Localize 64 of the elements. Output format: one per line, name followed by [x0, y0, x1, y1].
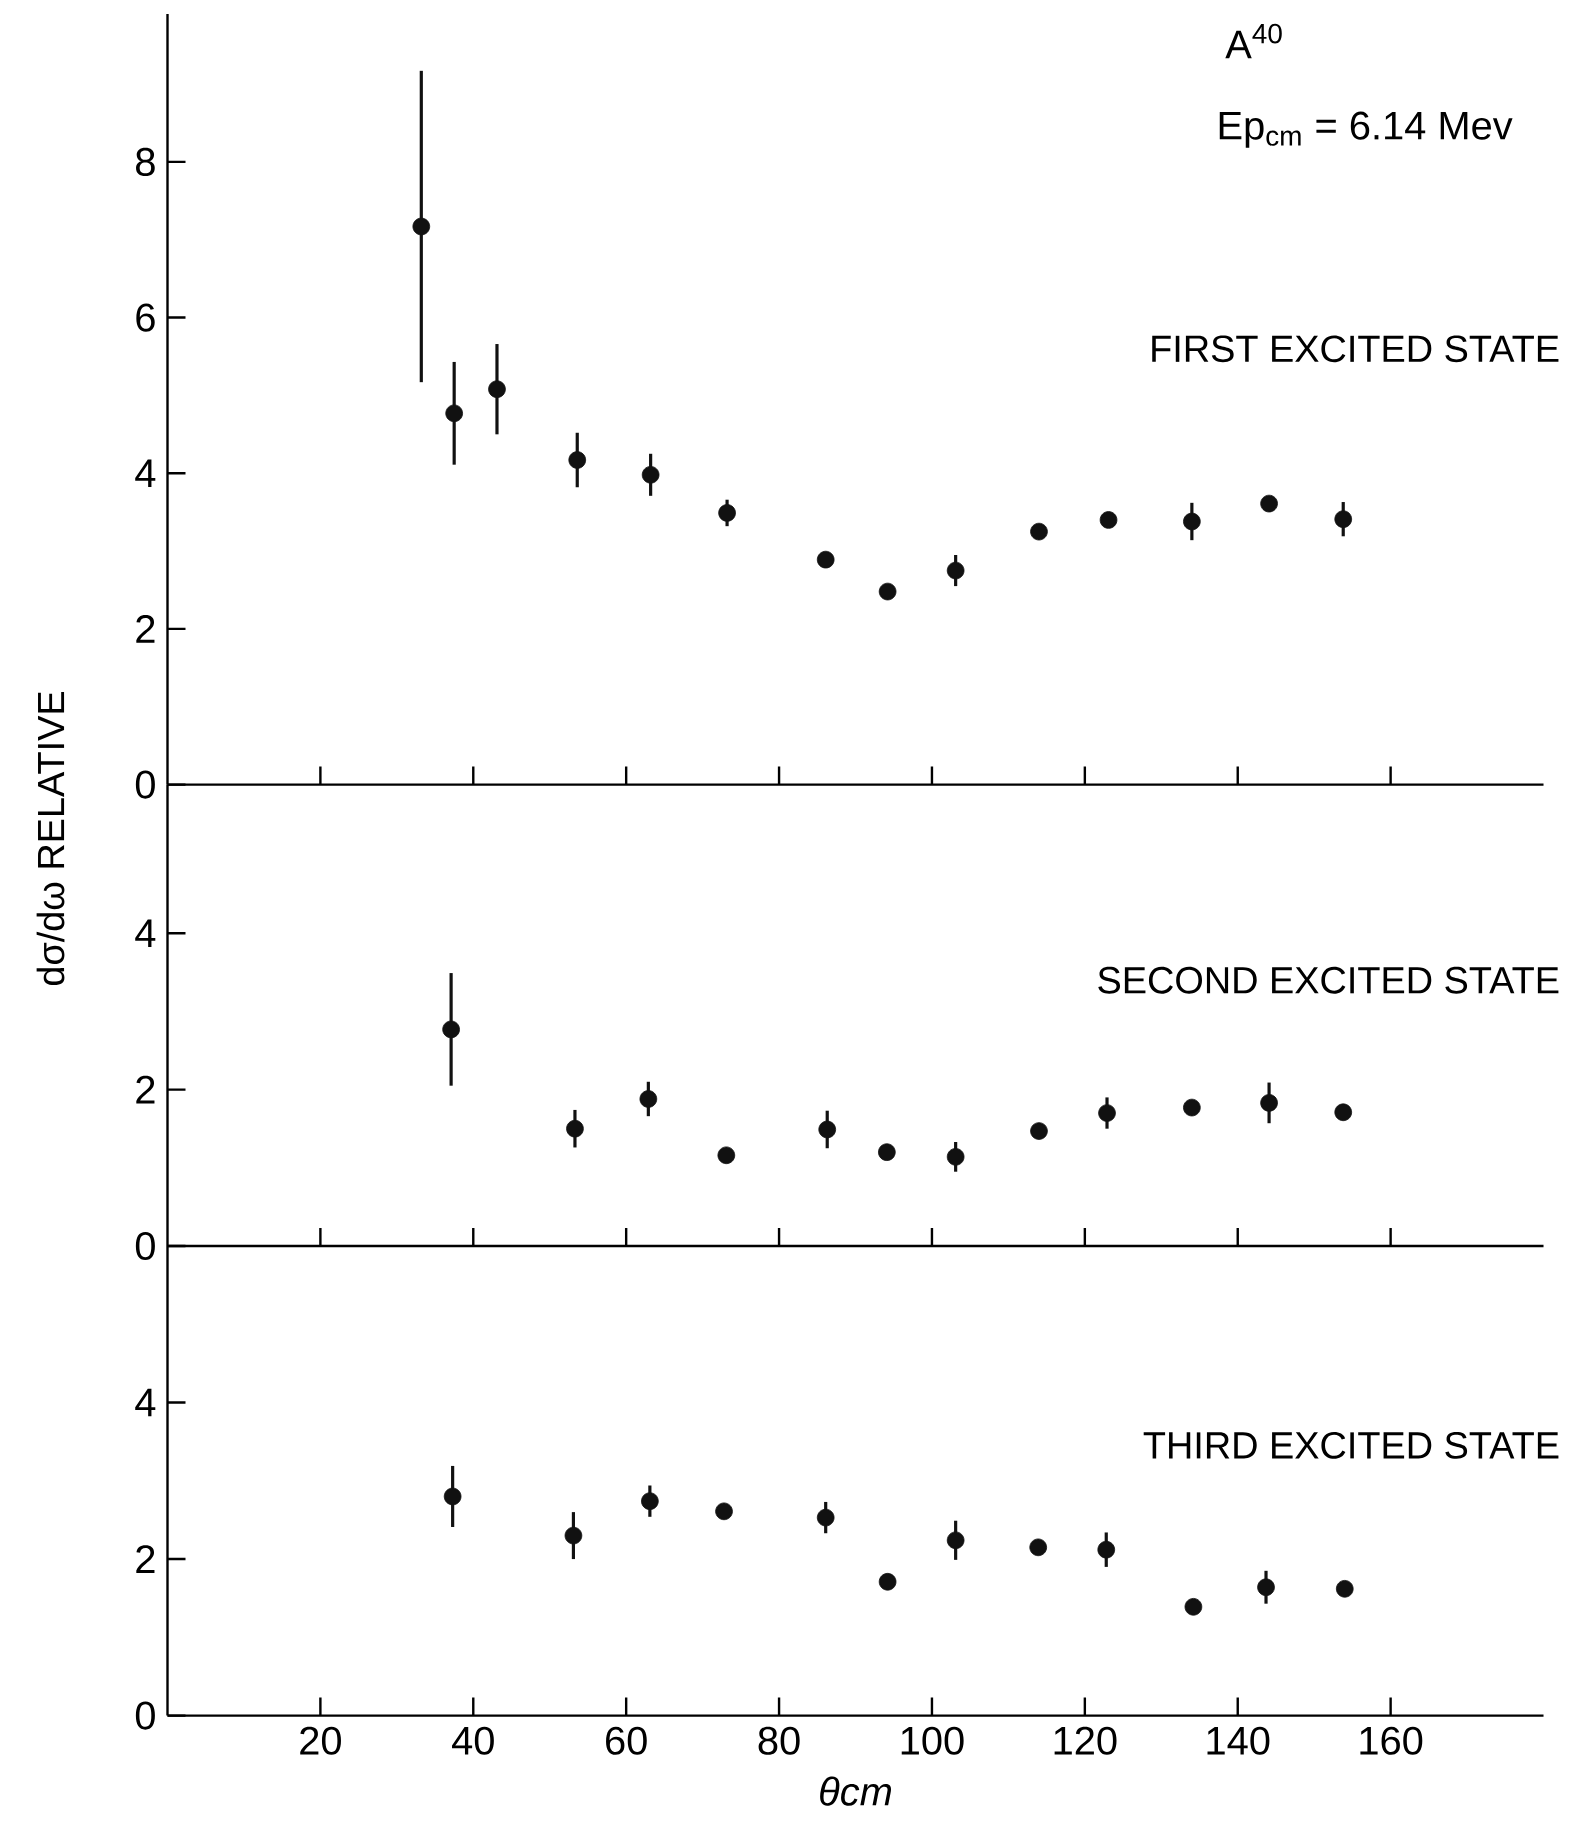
point [1335, 1580, 1354, 1598]
point [1334, 1103, 1353, 1122]
point [1098, 1104, 1116, 1122]
y-tick-label: 4 [135, 1388, 156, 1417]
y-tick-label: 2 [136, 1545, 155, 1573]
x-tick-label: 120 [1054, 1726, 1117, 1755]
point [816, 550, 835, 569]
y-tick-label: 2 [136, 615, 155, 643]
x-tick-label: 20 [300, 1726, 341, 1755]
point [818, 1120, 837, 1139]
y-axis-title: dσ/dω RELATIVE [36, 692, 65, 986]
y-tick-label: 6 [136, 303, 155, 332]
point [1260, 1094, 1278, 1112]
point [639, 1090, 658, 1108]
point [946, 1148, 965, 1166]
point [443, 1487, 462, 1506]
point [641, 466, 660, 484]
point [717, 1146, 736, 1165]
x-tick-label: 40 [452, 1726, 494, 1755]
point [1030, 522, 1048, 541]
point [1183, 1098, 1201, 1117]
point [1334, 510, 1353, 528]
annotation: A$^{40}$ [1225, 23, 1282, 59]
point [1097, 1540, 1116, 1559]
point [488, 380, 506, 398]
point [641, 1492, 659, 1510]
point [564, 1526, 583, 1545]
point [816, 1508, 835, 1527]
point [412, 217, 431, 236]
point [1184, 1598, 1203, 1616]
x-tick-label: 80 [758, 1726, 800, 1755]
point [718, 504, 736, 522]
x-tick-label: 60 [606, 1726, 647, 1755]
point [566, 1119, 584, 1138]
point [878, 582, 897, 601]
x-axis-title: θcm [820, 1776, 892, 1806]
x-tick-label: 160 [1360, 1726, 1423, 1755]
point [1183, 512, 1201, 531]
point [1260, 494, 1278, 513]
x-tick-label: 100 [901, 1726, 964, 1755]
text: FIRST EXCITED STATE [1152, 335, 1559, 363]
point [715, 1502, 733, 1521]
y-tick-label: 0 [135, 1231, 155, 1261]
text: THIRD EXCITED STATE [1143, 1431, 1559, 1459]
point [878, 1572, 897, 1591]
y-tick-label: 0 [135, 770, 155, 799]
annotation: Ep$_{cm}$ = 6.14 Mev [1219, 111, 1513, 148]
y-tick-label: 4 [135, 459, 156, 487]
y-tick-label: 8 [136, 147, 155, 176]
point [568, 451, 587, 469]
y-tick-label: 2 [136, 1075, 155, 1104]
y-tick-label: 4 [135, 919, 156, 947]
point [946, 1531, 965, 1550]
x-tick-label: 140 [1207, 1726, 1270, 1755]
point [1029, 1538, 1048, 1557]
point [946, 561, 965, 580]
point [442, 1020, 460, 1039]
point [1257, 1578, 1275, 1597]
point [1030, 1122, 1048, 1140]
point [445, 404, 463, 423]
point [878, 1143, 896, 1161]
text: SECOND EXCITED STATE [1098, 966, 1559, 994]
point [1099, 511, 1118, 529]
y-tick-label: 0 [135, 1701, 155, 1730]
